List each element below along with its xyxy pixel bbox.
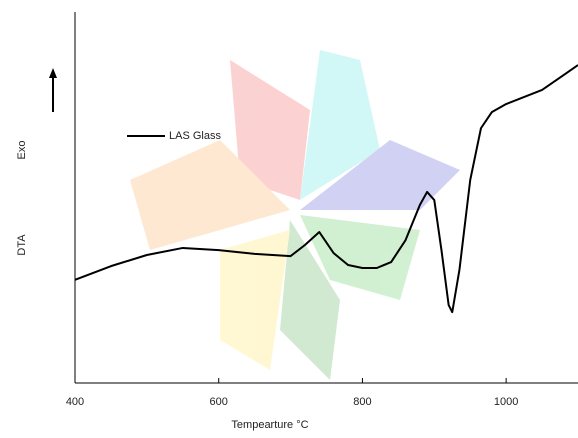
y-axis-label: DTA [16, 234, 28, 256]
watermark [130, 50, 460, 380]
exo-arrow [49, 68, 57, 112]
x-axis-label: Tempearture °C [231, 419, 308, 431]
x-tick-label: 400 [66, 396, 84, 408]
y-axis-label: Exo [16, 141, 28, 160]
x-tick-label: 600 [210, 396, 228, 408]
x-tick-label: 800 [353, 396, 371, 408]
x-tick-label: 1000 [494, 396, 518, 408]
legend-label: LAS Glass [169, 130, 221, 142]
chart: Tempearture °C DTA Exo 400 600 800 1000 LAS … [0, 0, 578, 438]
